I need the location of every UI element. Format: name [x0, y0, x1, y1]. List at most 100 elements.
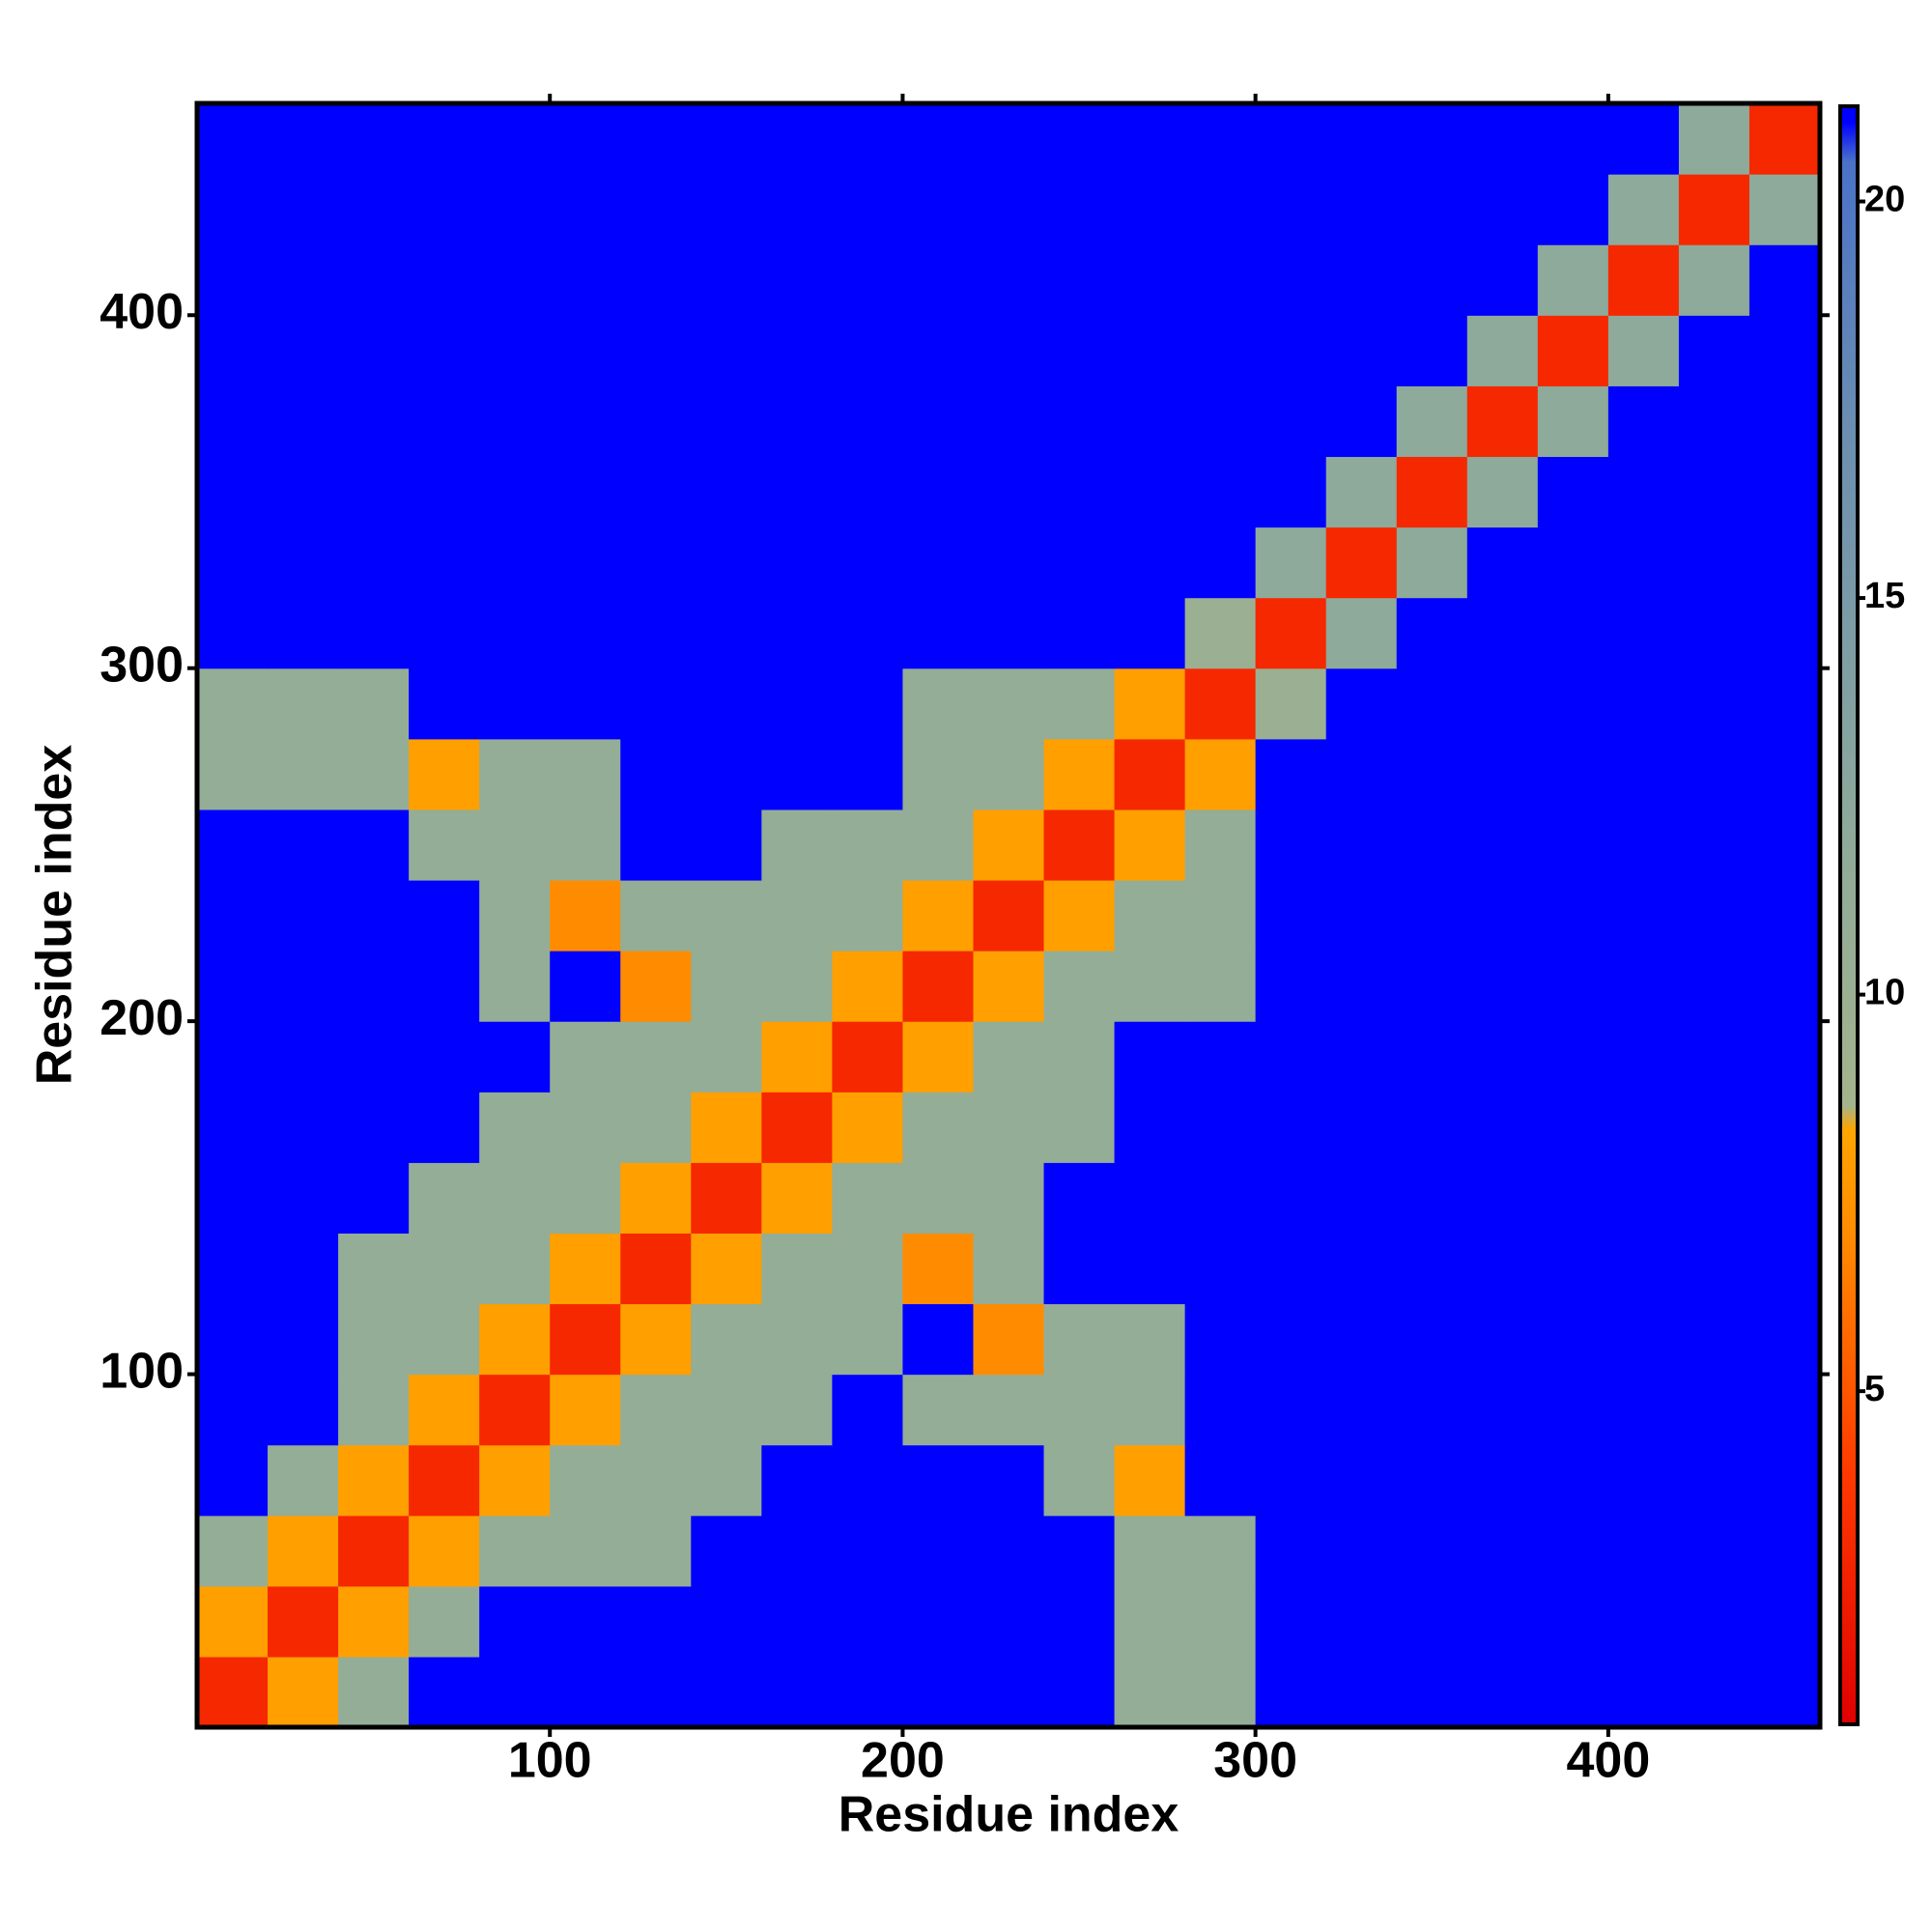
heatmap-cell	[1466, 738, 1539, 810]
heatmap-cell	[197, 1092, 269, 1163]
heatmap-cell	[1396, 1656, 1468, 1728]
heatmap-cell	[691, 385, 762, 458]
heatmap-cell	[973, 668, 1045, 740]
heatmap-cell	[1255, 1092, 1327, 1163]
heatmap-cell	[1396, 1092, 1468, 1163]
heatmap-cell	[1184, 174, 1257, 245]
heatmap-cell	[1255, 738, 1327, 810]
heatmap-cell	[1466, 456, 1539, 528]
heatmap-cell	[1396, 244, 1468, 316]
heatmap-cell	[1396, 385, 1468, 458]
heatmap-cell	[1114, 1374, 1186, 1446]
heatmap-cell	[1114, 1303, 1186, 1376]
heatmap-cell	[1748, 951, 1821, 1022]
heatmap-cell	[1325, 244, 1398, 316]
heatmap-cell	[1607, 738, 1680, 810]
heatmap-cell	[1678, 1303, 1750, 1376]
heatmap-cell	[1466, 315, 1539, 386]
heatmap-cell	[1255, 103, 1327, 175]
heatmap-cell	[761, 1303, 833, 1376]
heatmap-cell	[973, 1303, 1045, 1376]
heatmap-cell	[1255, 1444, 1327, 1517]
heatmap-cell	[1396, 668, 1468, 740]
heatmap-cell	[1607, 315, 1680, 386]
heatmap-cell	[1325, 1162, 1398, 1234]
heatmap-cell	[1325, 1585, 1398, 1658]
heatmap-cell	[1537, 1374, 1609, 1446]
heatmap-cell	[620, 597, 692, 669]
heatmap-cell	[1537, 951, 1609, 1022]
heatmap-cell	[1184, 1585, 1257, 1658]
heatmap-cell	[1184, 1162, 1257, 1234]
heatmap-cell	[1607, 174, 1680, 245]
heatmap-cell	[550, 1515, 621, 1587]
x-axis-title: Residue index	[838, 1787, 1179, 1843]
heatmap-cell	[691, 1021, 762, 1093]
heatmap-cell	[1748, 103, 1821, 175]
heatmap-cell	[691, 1092, 762, 1163]
heatmap-cell	[268, 1444, 339, 1517]
heatmap-cell	[550, 809, 621, 881]
heatmap-cell	[973, 597, 1045, 669]
heatmap-cell	[1184, 456, 1257, 528]
heatmap-cell	[1114, 456, 1186, 528]
heatmap-cell	[1255, 244, 1327, 316]
heatmap-cell	[620, 244, 692, 316]
heatmap-cell	[409, 103, 480, 175]
heatmap-cell	[1255, 315, 1327, 386]
heatmap-cell	[1748, 1585, 1821, 1658]
heatmap-cell	[1114, 1444, 1186, 1517]
heatmap-cell	[268, 315, 339, 386]
heatmap-cell	[620, 1162, 692, 1234]
heatmap-cell	[620, 879, 692, 952]
heatmap-cell	[1255, 526, 1327, 599]
y-axis-title: Residue index	[27, 745, 83, 1086]
colorbar-tick-label: 20	[1864, 180, 1905, 220]
heatmap-cell	[338, 738, 410, 810]
heatmap-cell	[1255, 385, 1327, 458]
heatmap-cell	[1184, 1656, 1257, 1728]
heatmap-cell	[1466, 1092, 1539, 1163]
heatmap-cell	[691, 174, 762, 245]
heatmap-cell	[1325, 315, 1398, 386]
heatmap-cell	[691, 879, 762, 952]
heatmap-cell	[1748, 1021, 1821, 1093]
heatmap-cell	[902, 1444, 975, 1517]
heatmap-cell	[1184, 738, 1257, 810]
heatmap-cell	[1678, 1515, 1750, 1587]
heatmap-cell	[409, 668, 480, 740]
heatmap-cell	[268, 738, 339, 810]
heatmap-cell	[691, 1233, 762, 1305]
heatmap-cell	[1748, 1515, 1821, 1587]
heatmap-cell	[973, 809, 1045, 881]
heatmap-cell	[1607, 526, 1680, 599]
heatmap-cell	[1466, 1515, 1539, 1587]
heatmap-cell	[1396, 1585, 1468, 1658]
heatmap-cell	[832, 385, 904, 458]
heatmap-cell	[479, 879, 551, 952]
heatmap-cell	[620, 103, 692, 175]
heatmap-cell	[832, 1444, 904, 1517]
heatmap-cell	[550, 1303, 621, 1376]
heatmap-cell	[691, 1515, 762, 1587]
heatmap-cell	[338, 1444, 410, 1517]
heatmap-cell	[1537, 1092, 1609, 1163]
heatmap-cell	[1043, 668, 1116, 740]
heatmap-cell	[1607, 597, 1680, 669]
heatmap-cell	[1396, 951, 1468, 1022]
heatmap-cell	[1184, 597, 1257, 669]
heatmap-cell	[1748, 1303, 1821, 1376]
heatmap-cell	[479, 1092, 551, 1163]
heatmap-cell	[479, 809, 551, 881]
heatmap-cell	[973, 1021, 1045, 1093]
heatmap-cell	[338, 1092, 410, 1163]
heatmap-cell	[620, 1303, 692, 1376]
heatmap-cell	[1255, 809, 1327, 881]
heatmap-cell	[832, 244, 904, 316]
heatmap-cell	[550, 456, 621, 528]
heatmap-cell	[197, 103, 269, 175]
heatmap-cell	[902, 456, 975, 528]
heatmap-cell	[479, 597, 551, 669]
heatmap-cell	[550, 1021, 621, 1093]
heatmap-cell	[973, 1656, 1045, 1728]
